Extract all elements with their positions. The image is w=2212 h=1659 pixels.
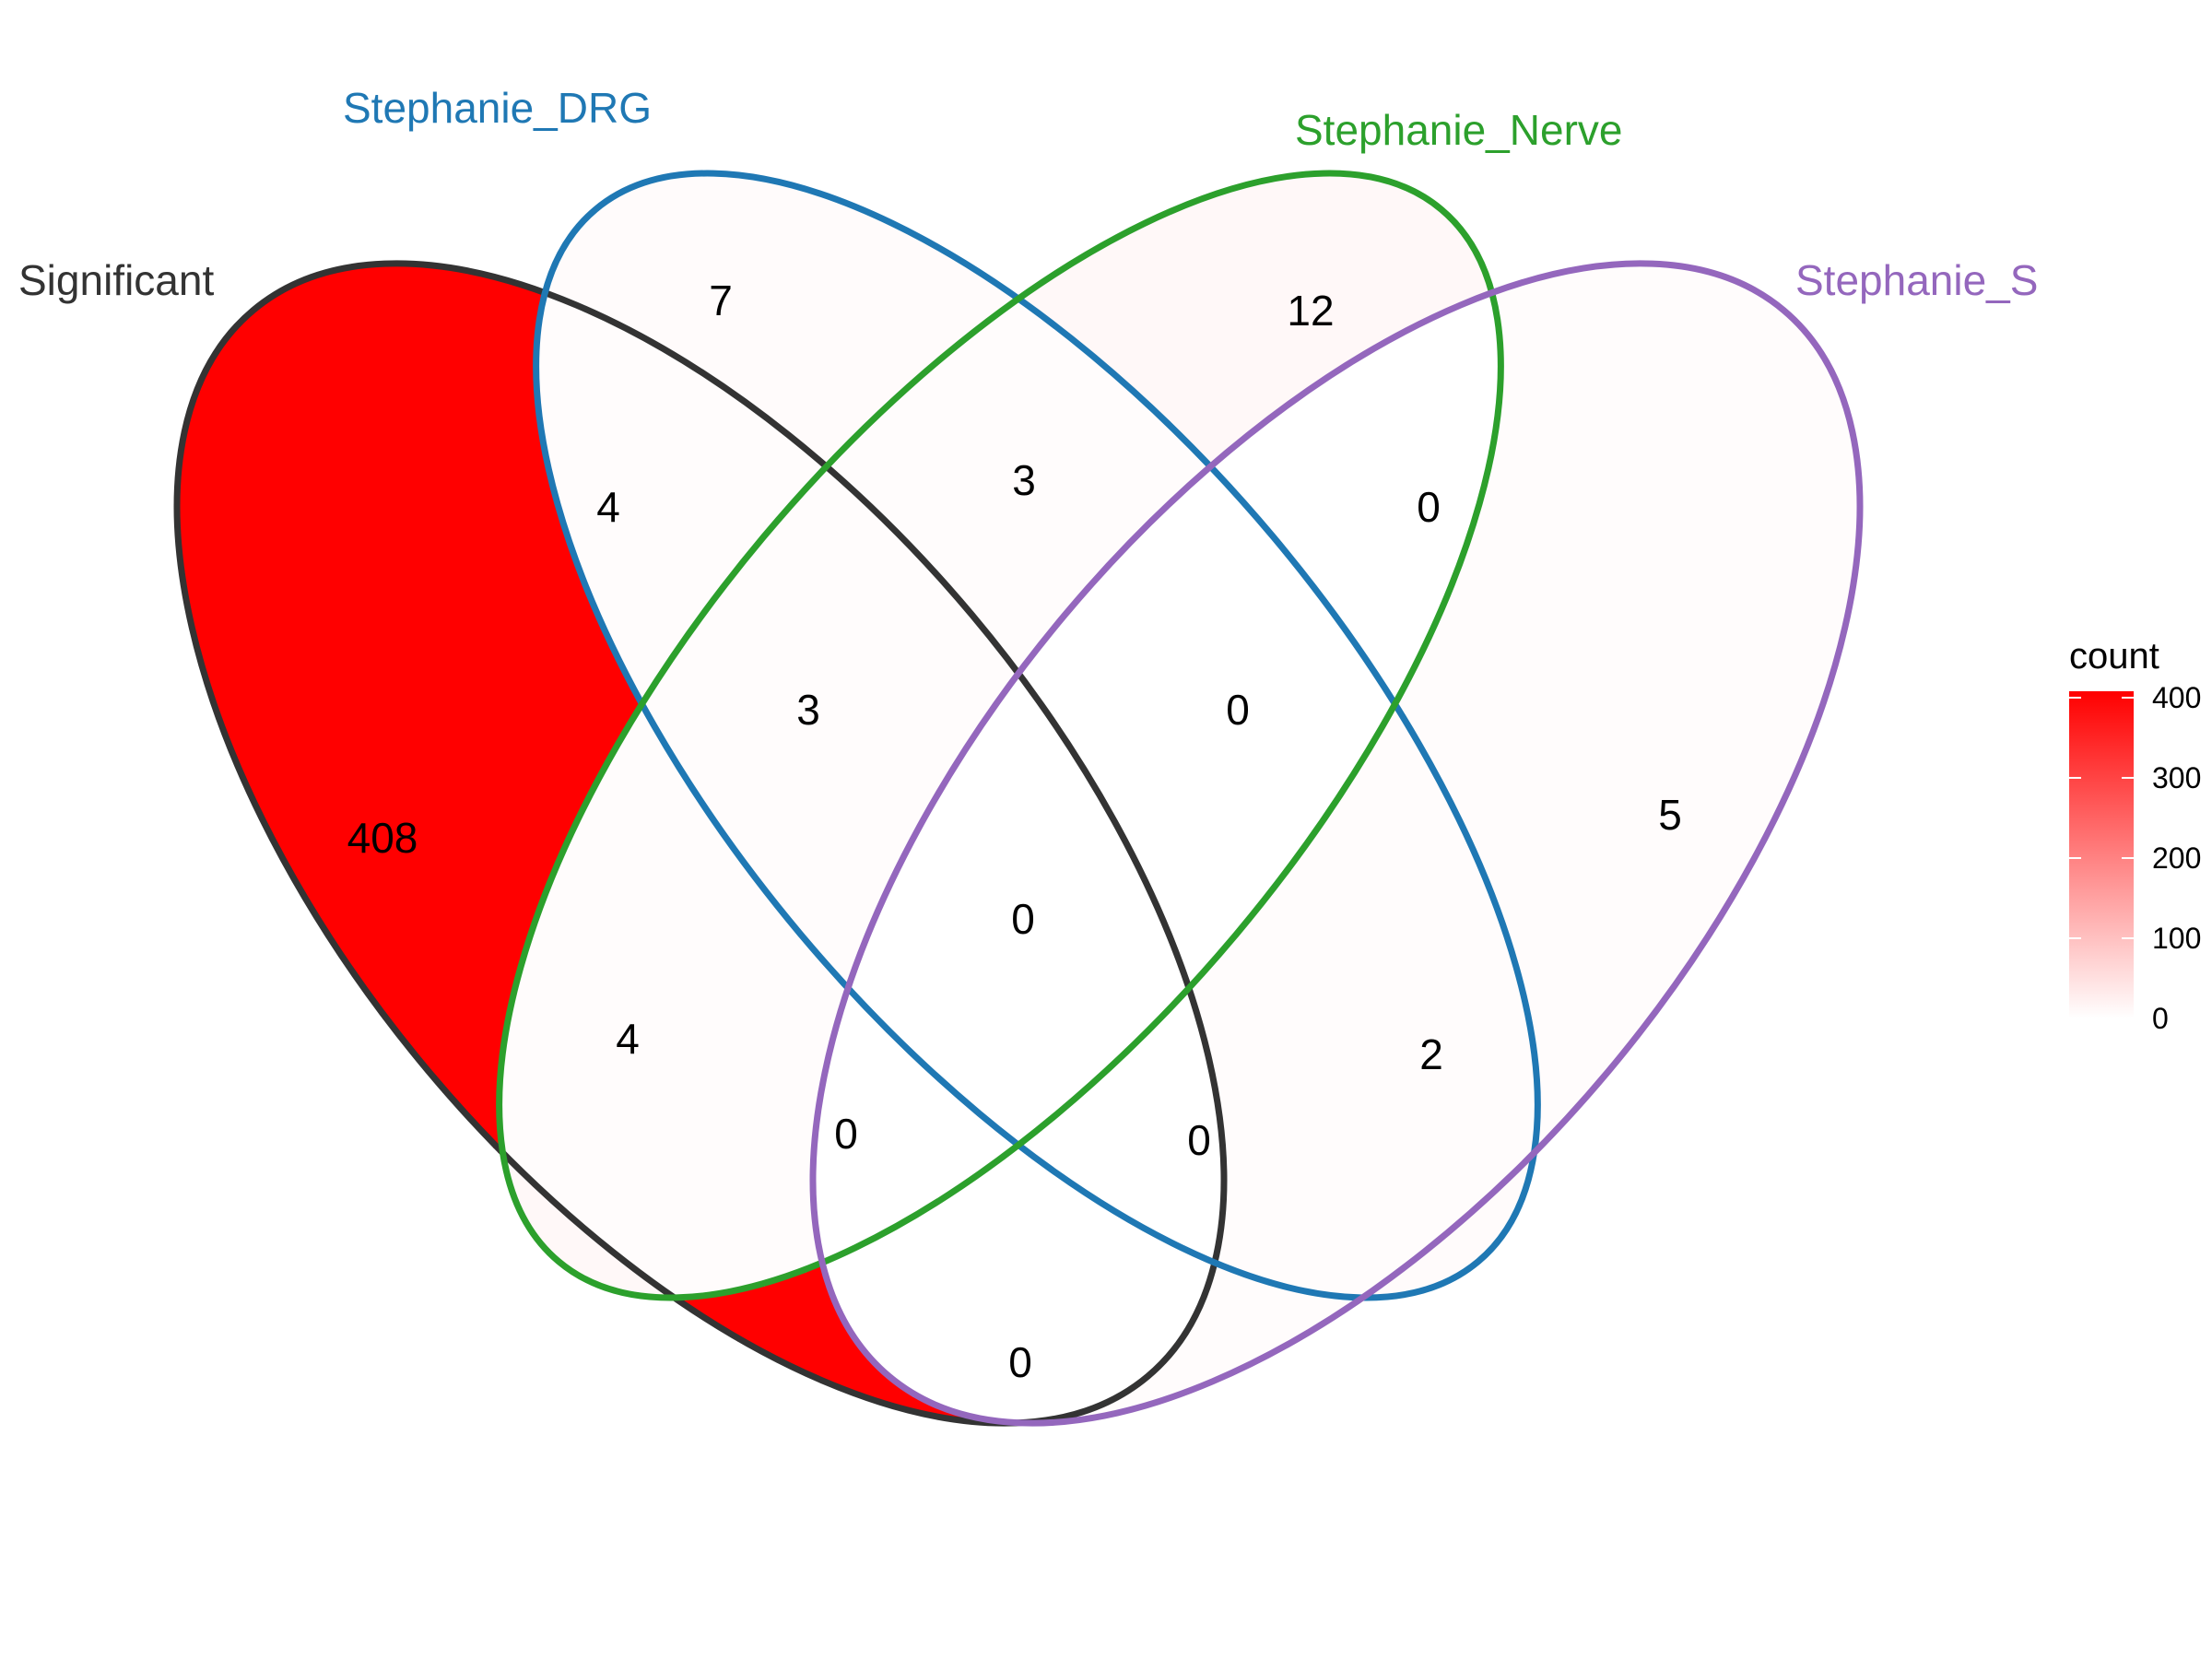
region-fill-s	[1032, 263, 1862, 1425]
count-significant-drg-s: 0	[1187, 1116, 1211, 1164]
set-outline-nerve	[496, 170, 1504, 1301]
legend-tick-label: 400	[2152, 681, 2201, 714]
region-fill-significant	[175, 263, 1005, 1425]
legend-colorbar	[2069, 691, 2134, 1018]
region-fill-significant-drg-nerve	[641, 465, 1018, 987]
region-fill-drg-nerve	[830, 300, 1207, 669]
set-outline-significant	[173, 260, 1228, 1427]
region-fill-significant-s	[825, 1147, 1212, 1425]
count-significant-only: 408	[347, 814, 418, 862]
region-fill-drg-nerve-s	[1018, 465, 1396, 987]
set-outline-s	[809, 260, 1864, 1427]
set-label-s: Stephanie_S	[1795, 256, 2038, 304]
legend-tick-label: 100	[2152, 922, 2201, 955]
count-drg-only: 7	[709, 276, 733, 324]
count-significant-nerve: 4	[616, 1015, 640, 1063]
legend-tick-label: 300	[2152, 761, 2201, 794]
legend-ticks: 0 100 200 300 400	[2069, 681, 2201, 1035]
set-label-drg: Stephanie_DRG	[343, 84, 652, 132]
region-fill-drg-s	[1189, 705, 1539, 1300]
region-fill-significant-nerve	[498, 705, 848, 1300]
count-nerve-only: 12	[1287, 287, 1334, 335]
region-fill-nerve-s	[1212, 295, 1502, 701]
legend-title: count	[2069, 636, 2159, 677]
region-fill-significant-drg-nerve-s	[848, 677, 1189, 1144]
region-fill-significant-nerve-s	[811, 991, 1018, 1264]
region-fill-significant-drg-s	[1018, 991, 1226, 1264]
count-significant-s: 0	[1008, 1338, 1032, 1386]
set-outline-drg	[533, 170, 1541, 1301]
legend-tick-label: 200	[2152, 841, 2201, 875]
count-significant-drg: 4	[596, 483, 620, 531]
count-drg-nerve: 3	[1012, 456, 1036, 504]
set-label-nerve: Stephanie_Nerve	[1295, 106, 1622, 154]
set-labels: Significant Stephanie_DRG Stephanie_Nerv…	[18, 84, 2038, 304]
set-label-significant: Significant	[18, 256, 214, 304]
count-all-four: 0	[1011, 895, 1035, 943]
region-fill-drg	[544, 175, 1535, 1300]
venn-regions	[175, 175, 1862, 1425]
region-fill-nerve	[502, 175, 1493, 1300]
region-fill-significant-drg	[535, 295, 825, 701]
count-s-only: 5	[1658, 791, 1682, 839]
set-outlines	[173, 170, 1864, 1427]
count-legend: count 0 100 200 300 400	[2069, 636, 2201, 1035]
count-significant-drg-nerve: 3	[796, 686, 820, 734]
count-drg-nerve-s: 0	[1226, 686, 1250, 734]
legend-tick-label: 0	[2152, 1002, 2169, 1035]
region-counts: 408 7 12 5 4 3 0 3 0 0 4 2 0 0 0	[347, 276, 1682, 1386]
count-significant-nerve-s: 0	[834, 1110, 858, 1158]
count-nerve-s: 0	[1417, 483, 1441, 531]
count-drg-s: 2	[1419, 1030, 1443, 1078]
